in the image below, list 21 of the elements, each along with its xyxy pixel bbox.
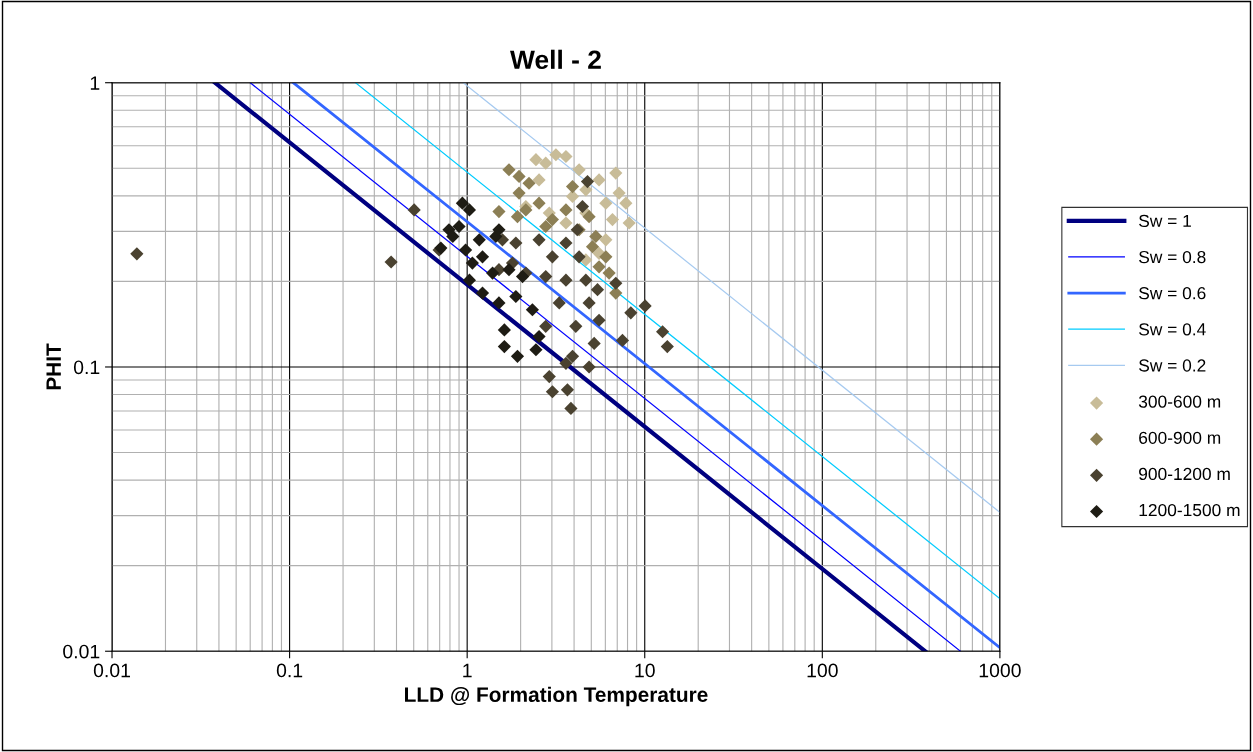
y-tick-label: 1 bbox=[90, 76, 100, 90]
chart-title: Well - 2 bbox=[510, 49, 601, 70]
x-tick-label: 0.01 bbox=[93, 663, 130, 678]
legend-label: 1200-1500 m bbox=[1139, 503, 1240, 517]
legend-label: Sw = 0.4 bbox=[1139, 323, 1206, 336]
x-tick-label: 100 bbox=[807, 663, 838, 678]
legend-label: Sw = 0.6 bbox=[1139, 287, 1206, 300]
legend-label: 600-900 m bbox=[1139, 431, 1221, 444]
x-tick-label: 0.1 bbox=[276, 663, 303, 678]
x-axis-title: LLD @ Formation Temperature bbox=[405, 686, 708, 707]
y-tick-label: 0.1 bbox=[73, 360, 100, 375]
y-tick-label: 0.01 bbox=[63, 644, 100, 659]
x-tick-label: 10 bbox=[635, 663, 655, 678]
legend-label: Sw = 0.2 bbox=[1139, 359, 1206, 372]
y-axis-title: PHIT bbox=[46, 343, 61, 390]
legend-label: Sw = 1 bbox=[1139, 214, 1191, 228]
legend-label: 300-600 m bbox=[1138, 395, 1221, 408]
x-tick-label: 1 bbox=[463, 663, 472, 678]
legend-label: 900-1200 m bbox=[1139, 467, 1230, 481]
legend-label: Sw = 0.8 bbox=[1139, 250, 1206, 264]
x-tick-label: 1000 bbox=[979, 663, 1021, 678]
